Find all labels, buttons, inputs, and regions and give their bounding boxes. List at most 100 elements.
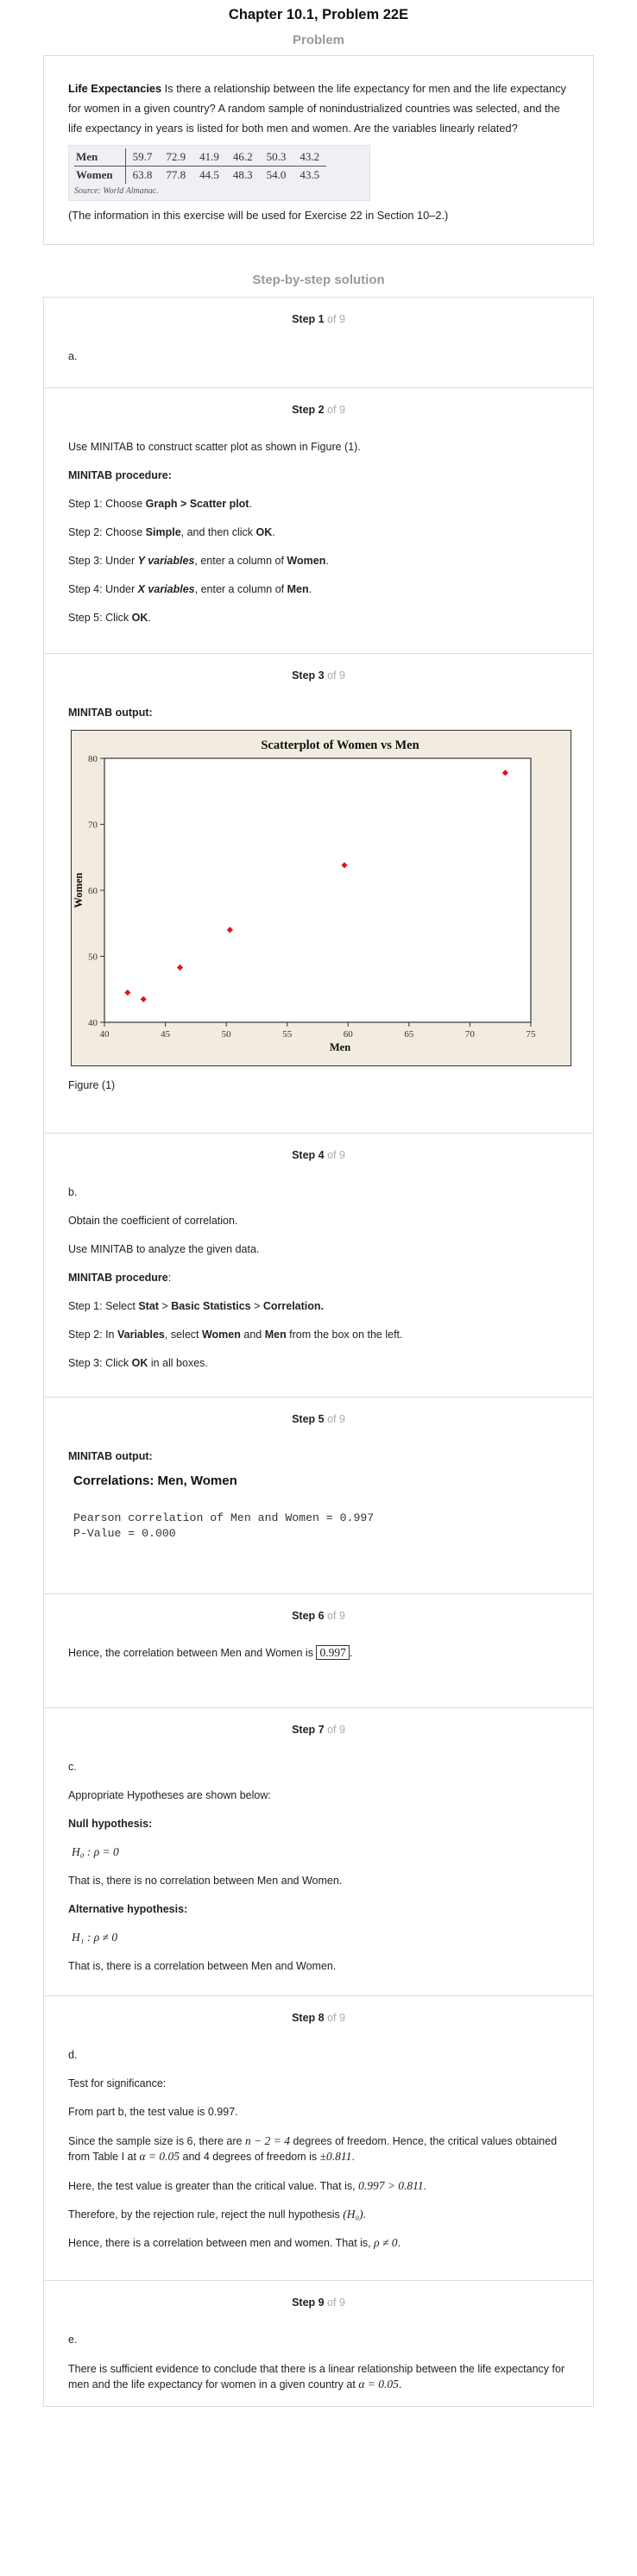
procedure-label: MINITAB procedure: bbox=[68, 1271, 569, 1285]
procedure-step: Step 2: In Variables, select Women and M… bbox=[68, 1328, 569, 1341]
text: . bbox=[398, 2378, 402, 2391]
procedure-step: Step 1: Choose Graph > Scatter plot. bbox=[68, 497, 569, 511]
step-text: Hence, there is a correlation between me… bbox=[68, 2236, 569, 2250]
table-cell: 72.9 bbox=[159, 148, 193, 166]
option-name: OK bbox=[131, 612, 148, 624]
part-label: e. bbox=[68, 2334, 78, 2346]
correlation-answer: 0.997 bbox=[316, 1645, 350, 1660]
step-label: Step 6 of 9 bbox=[68, 1610, 569, 1622]
part-label: a. bbox=[68, 350, 78, 362]
data-point bbox=[176, 964, 184, 971]
procedure-step: Step 3: Click OK in all boxes. bbox=[68, 1356, 569, 1370]
table-cell: 43.5 bbox=[300, 168, 320, 181]
math: ±0.811 bbox=[319, 2150, 352, 2163]
problem-heading: Problem bbox=[292, 33, 344, 47]
row-label: Women bbox=[74, 166, 126, 184]
math: 0.997 > 0.811 bbox=[358, 2179, 424, 2192]
step-word: Step bbox=[292, 1149, 316, 1161]
text: Step 5: Click bbox=[68, 612, 132, 624]
step-text: Use MINITAB to analyze the given data. bbox=[68, 1243, 260, 1255]
figure-caption: Figure (1) bbox=[68, 1079, 116, 1091]
x-axis-label: Men bbox=[330, 1041, 350, 1053]
y-tick-label: 40 bbox=[88, 1018, 98, 1028]
text: , enter a column of bbox=[194, 583, 287, 595]
table-cell: 59.7 bbox=[125, 148, 160, 166]
step-label: Step 5 of 9 bbox=[68, 1413, 569, 1425]
step-card-8: Step 8 of 9 d. Test for significance: Fr… bbox=[43, 1996, 594, 2281]
step-word: Step bbox=[292, 313, 316, 325]
procedure-label-text: MINITAB procedure bbox=[68, 1272, 168, 1284]
step-label: Step 2 of 9 bbox=[68, 404, 569, 416]
step-number: 5 bbox=[318, 1413, 325, 1425]
option-name: Variables bbox=[117, 1329, 165, 1341]
alt-label: Alternative hypothesis: bbox=[68, 1902, 569, 1916]
step-number: 9 bbox=[318, 2296, 325, 2309]
math: α = 0.05 bbox=[358, 2378, 399, 2391]
procedure-label: MINITAB procedure: bbox=[68, 468, 569, 482]
data-table: Men 59.7 72.9 41.9 46.2 50.3 43.2 Women … bbox=[68, 145, 370, 201]
procedure-label-text: MINITAB procedure: bbox=[68, 469, 172, 481]
table-cell: 41.9 bbox=[192, 148, 226, 166]
table-cell: 63.8 bbox=[132, 168, 153, 181]
step-card-6: Step 6 of 9 Hence, the correlation betwe… bbox=[43, 1594, 594, 1708]
step-total: of 9 bbox=[327, 1610, 345, 1622]
text: Step 3: Under bbox=[68, 555, 138, 567]
text: Since the sample size is 6, there are bbox=[68, 2135, 245, 2147]
step-text: Since the sample size is 6, there are n … bbox=[68, 2133, 569, 2164]
option-name: OK bbox=[255, 526, 273, 538]
step-card-9: Step 9 of 9 e. There is sufficient evide… bbox=[43, 2281, 594, 2407]
option-name: Women bbox=[201, 1329, 241, 1341]
x-tick-label: 50 bbox=[222, 1029, 232, 1040]
scatterplot-svg: Scatterplot of Women vs Men 40 45 50 55 60 65 7… bbox=[73, 738, 537, 1053]
step-text: There is sufficient evidence to conclude… bbox=[68, 2361, 569, 2392]
option-name: OK bbox=[131, 1357, 148, 1369]
text: . bbox=[351, 2151, 355, 2163]
output-label: MINITAB output: bbox=[68, 1449, 569, 1463]
option-name: Men bbox=[264, 1329, 287, 1341]
text: . bbox=[325, 555, 329, 567]
menu-item: Correlation. bbox=[262, 1300, 325, 1312]
option-name: Men bbox=[287, 583, 309, 595]
text: Therefore, by the rejection rule, reject… bbox=[68, 2208, 344, 2221]
step-label: Step 1 of 9 bbox=[68, 313, 569, 325]
plot-area bbox=[104, 757, 532, 1023]
table-cell: 54.0 bbox=[266, 168, 287, 181]
alt-label-text: Alternative hypothesis: bbox=[68, 1903, 188, 1915]
step-text: Obtain the coefficient of correlation. bbox=[68, 1215, 238, 1227]
text: . bbox=[249, 498, 252, 510]
output-label-text: MINITAB output: bbox=[68, 707, 153, 719]
step-total: of 9 bbox=[327, 2012, 345, 2024]
correlation-title: Correlations: Men, Women bbox=[73, 1473, 237, 1488]
part-label: c. bbox=[68, 1761, 77, 1773]
table-source: Source: World Almanac. bbox=[74, 186, 159, 196]
step-total: of 9 bbox=[327, 313, 345, 325]
alt-expression: H₁ : ρ ≠ 0 bbox=[72, 1931, 118, 1944]
option-name: Simple bbox=[145, 526, 181, 538]
step-total: of 9 bbox=[327, 1724, 345, 1736]
step-text: Test for significance: bbox=[68, 2077, 167, 2089]
text: , select bbox=[164, 1329, 202, 1341]
step-word: Step bbox=[292, 1610, 316, 1622]
step-text: Appropriate Hypotheses are shown below: bbox=[68, 1789, 271, 1801]
step-number: 4 bbox=[318, 1149, 325, 1161]
step-text: Here, the test value is greater than the… bbox=[68, 2179, 569, 2193]
step-label: Step 3 of 9 bbox=[68, 669, 569, 682]
x-tick-label: 75 bbox=[527, 1029, 537, 1040]
table-cell: 46.2 bbox=[225, 148, 260, 166]
step-card-4: Step 4 of 9 b. Obtain the coefficient of… bbox=[43, 1134, 594, 1398]
step-word: Step bbox=[292, 404, 316, 416]
text: . bbox=[308, 583, 312, 595]
text: > bbox=[158, 1300, 172, 1312]
step-label: Step 4 of 9 bbox=[68, 1149, 569, 1161]
x-tick-label: 60 bbox=[344, 1029, 354, 1040]
null-label: Null hypothesis: bbox=[68, 1817, 569, 1831]
x-tick-label: 40 bbox=[100, 1029, 110, 1040]
step-number: 1 bbox=[318, 313, 325, 325]
text: . bbox=[397, 2237, 401, 2249]
step-card-2: Step 2 of 9 Use MINITAB to construct sca… bbox=[43, 388, 594, 654]
solution-heading: Step-by-step solution bbox=[252, 273, 385, 287]
problem-note: (The information in this exercise will b… bbox=[68, 209, 449, 222]
table-cell: 50.3 bbox=[259, 148, 293, 166]
step-total: of 9 bbox=[327, 2296, 345, 2309]
data-point bbox=[140, 996, 147, 1002]
